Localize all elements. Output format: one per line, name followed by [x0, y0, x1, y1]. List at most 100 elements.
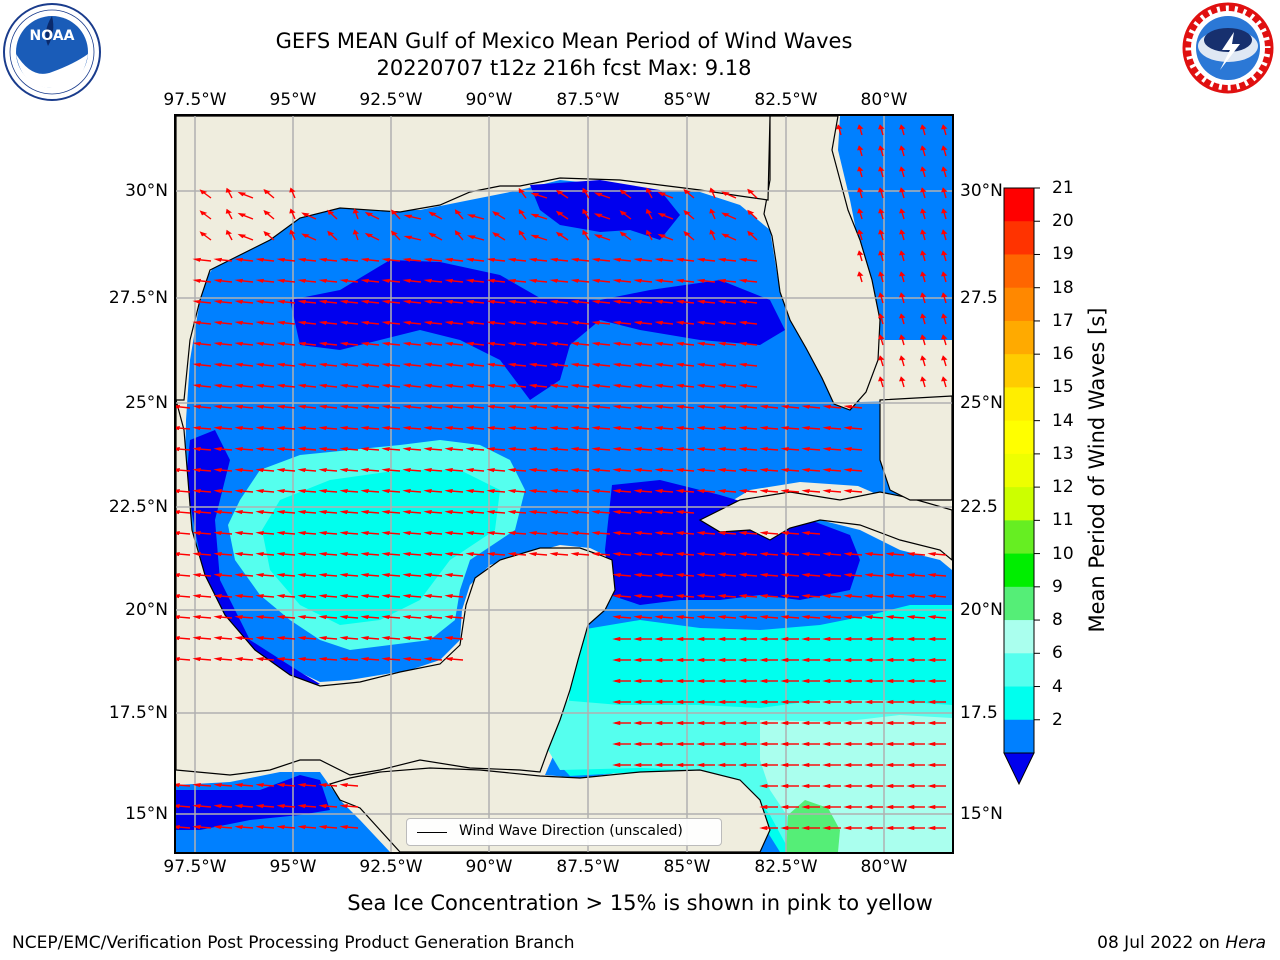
wind-wave-arrow-head [801, 404, 811, 409]
wind-wave-arrow-head [843, 426, 852, 431]
wind-wave-arrow-head [738, 678, 747, 684]
wind-wave-arrow-head [549, 362, 559, 367]
wind-wave-arrow-head [696, 489, 705, 494]
wind-wave-arrow-head [339, 489, 348, 494]
wind-wave-arrow-head [899, 229, 906, 235]
wind-wave-arrow-head [864, 825, 873, 831]
wind-wave-arrow-head [696, 762, 705, 768]
wind-wave-arrow-head [738, 468, 747, 473]
wind-wave-arrow-head [428, 211, 437, 217]
wind-wave-arrow-head [780, 404, 790, 409]
wind-wave-arrow-head [675, 573, 684, 578]
wind-wave-arrow-head [318, 804, 327, 809]
wind-wave-arrow-head [255, 404, 265, 409]
wind-wave-arrow-head [843, 678, 852, 684]
wind-wave-arrow-head [192, 468, 201, 473]
wind-wave-arrow-head [878, 376, 885, 382]
wind-wave-arrow-head [675, 489, 684, 494]
wind-wave-arrow-head [612, 404, 622, 409]
wind-wave-arrow-head [360, 636, 369, 641]
wind-wave-arrow-head [297, 489, 306, 494]
wind-wave-arrow-head [549, 257, 559, 262]
wind-wave-arrow-head [717, 278, 727, 283]
wind-wave-arrow-head [352, 229, 360, 235]
wind-wave-arrow-head [318, 657, 327, 662]
wind-wave-arrow-head [843, 615, 852, 620]
wind-wave-arrow-head [213, 510, 222, 515]
wind-wave-arrow-head [318, 278, 328, 283]
wind-wave-arrow-head [759, 720, 768, 726]
colorbar-segment [1004, 221, 1034, 255]
wind-wave-arrow-head [276, 383, 286, 388]
colorbar [1000, 186, 1040, 786]
wind-wave-arrow-head [675, 383, 685, 388]
wind-wave-arrow-head [836, 124, 843, 130]
wind-wave-arrow-head [360, 362, 370, 367]
wind-wave-arrow-head [717, 404, 727, 409]
wind-wave-arrow-head [920, 124, 927, 130]
wind-wave-arrow-head [780, 636, 789, 642]
wind-wave-arrow-head [528, 278, 538, 283]
wind-wave-arrow-head [612, 320, 622, 325]
wind-wave-arrow-head [654, 531, 663, 536]
wind-wave-arrow-head [213, 426, 222, 431]
wind-wave-arrow-head [696, 257, 706, 262]
wind-wave-arrow-head [276, 447, 285, 452]
wind-wave-arrow-head [717, 531, 726, 536]
wind-wave-arrow-head [192, 383, 202, 388]
wind-wave-arrow-head [255, 573, 264, 578]
wind-wave-arrow-head [645, 229, 653, 235]
wind-wave-arrow-head [225, 208, 233, 214]
wind-wave-arrow-head [738, 552, 747, 557]
wind-wave-arrow-head [570, 447, 579, 452]
us-coast-land [176, 116, 771, 401]
wind-wave-arrow-head [465, 447, 474, 452]
wind-wave-arrow-head [339, 510, 348, 515]
wind-wave-arrow-head [633, 636, 642, 642]
wind-wave-arrow-head [276, 341, 286, 346]
colorbar-tick: 12 [1052, 477, 1074, 498]
wind-wave-arrow-head [555, 189, 564, 195]
wind-wave-arrow-head [717, 741, 726, 747]
wind-wave-arrow-head [234, 594, 243, 599]
colorbar-segment [1004, 320, 1034, 355]
wind-wave-arrow-head [234, 341, 244, 346]
wind-wave-arrow-head [864, 636, 873, 642]
lat-tick-left: 30°N [125, 181, 168, 201]
mexico-land [176, 399, 616, 776]
wind-wave-arrow-head [444, 404, 454, 409]
colorbar-segment [1004, 387, 1034, 422]
colorbar-tick: 8 [1052, 610, 1063, 631]
wind-wave-arrow-head [675, 257, 685, 262]
wind-wave-arrow-head [759, 657, 768, 663]
wind-wave-arrow-head [360, 657, 369, 662]
wind-wave-arrow-head [234, 404, 244, 409]
wind-wave-arrow-head [654, 383, 664, 388]
wind-wave-arrow-head [593, 213, 603, 218]
wind-wave-arrow-head [492, 211, 501, 216]
wind-wave-arrow-head [213, 657, 222, 662]
wind-wave-arrow-head [878, 229, 885, 235]
wind-wave-arrow-head [633, 552, 642, 557]
wind-wave-arrow-head [530, 234, 540, 239]
wind-wave-arrow-head [747, 209, 755, 215]
wind-wave-arrow-head [675, 678, 684, 684]
wind-wave-arrow-head [738, 720, 747, 726]
wind-wave-arrow-head [654, 447, 663, 452]
wind-wave-arrow-head [444, 299, 454, 304]
wind-wave-arrow-head [780, 426, 789, 431]
wind-wave-arrow-head [234, 468, 243, 473]
wind-wave-arrow-head [402, 426, 411, 431]
wind-wave-arrow-head [941, 334, 948, 340]
wind-wave-arrow-head [381, 552, 390, 557]
wind-wave-arrow-head [192, 804, 201, 809]
wind-wave-arrow-head [518, 229, 525, 236]
wind-wave-arrow-head [885, 720, 894, 726]
wind-wave-arrow-head [633, 468, 642, 473]
wind-wave-arrow-head [423, 552, 432, 557]
lon-tick-bottom: 80°W [860, 857, 908, 877]
wind-wave-arrow-head [619, 231, 628, 237]
wind-wave-arrow-head [654, 278, 664, 283]
colorbar-segment [1004, 586, 1034, 621]
chart-subtitle: 20220707 t12z 216h fcst Max: 9.18 [376, 56, 752, 80]
